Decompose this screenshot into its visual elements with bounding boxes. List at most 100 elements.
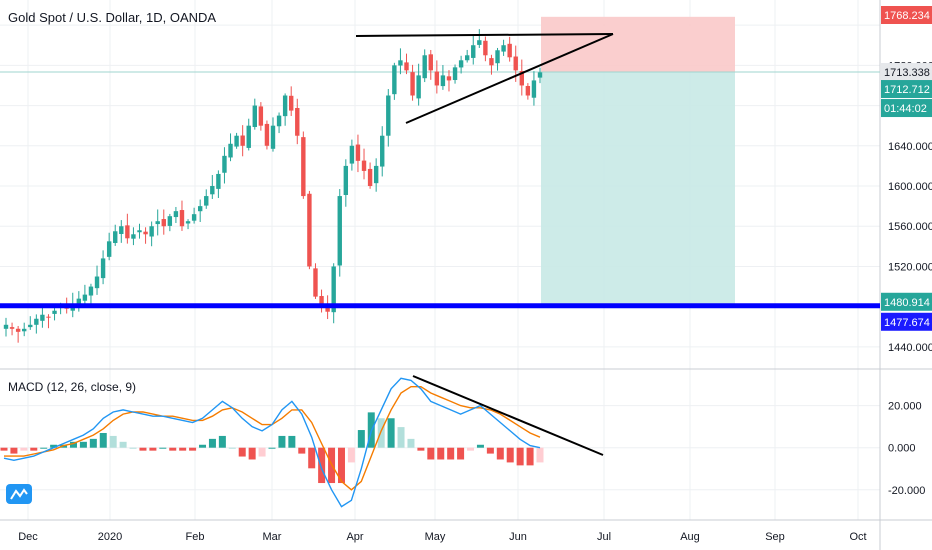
candle-body: [337, 196, 342, 266]
macd-histogram-bar: [139, 447, 147, 451]
candle-body: [222, 155, 227, 173]
candle-body: [270, 125, 276, 149]
candle-body: [464, 55, 470, 61]
candle-body: [295, 107, 300, 136]
candle-body: [252, 105, 257, 128]
candle-body: [179, 210, 185, 227]
time-axis-label: Jun: [509, 531, 527, 543]
macd-histogram-bar: [159, 447, 167, 449]
price-tag-support-level-bg: [881, 312, 932, 331]
candle-body: [331, 266, 336, 313]
candle-body: [319, 296, 324, 307]
candle-body: [106, 241, 112, 257]
macd-histogram-bar: [10, 447, 18, 454]
price-tag-last: 1712.712: [884, 84, 930, 96]
candle-body: [282, 95, 288, 117]
macd-histogram-bar: [298, 447, 306, 454]
macd-histogram-bar: [308, 447, 316, 469]
candle-body: [210, 186, 215, 195]
macd-histogram-bar: [169, 447, 177, 451]
macd-histogram-bar: [397, 427, 405, 448]
macd-histogram-bar: [427, 447, 435, 460]
candle-body: [197, 206, 203, 212]
candle-body: [501, 45, 506, 52]
macd-histogram-bar: [248, 447, 256, 460]
macd-histogram-bar: [208, 438, 216, 448]
macd-histogram-bar: [516, 447, 524, 466]
candle-body: [264, 123, 270, 146]
candle-body: [3, 324, 9, 329]
macd-histogram-bar: [89, 438, 97, 448]
candle-body: [289, 95, 294, 111]
macd-histogram-bar: [69, 441, 77, 448]
candle-body: [119, 226, 124, 234]
macd-histogram-bar: [189, 447, 197, 451]
candle-body: [240, 135, 245, 146]
candle-body: [398, 60, 403, 66]
macd-histogram-bar: [486, 447, 494, 454]
candle-body: [325, 306, 330, 312]
candle-body: [513, 56, 518, 71]
macd-histogram-bar: [417, 447, 425, 451]
price-axis-tick-label: 1440.000: [888, 342, 932, 354]
macd-histogram-bar: [268, 447, 276, 449]
rising-support-trendline: [405, 33, 614, 124]
macd-histogram-bar: [99, 432, 107, 448]
candle-body: [246, 125, 251, 148]
macd-histogram-bar: [318, 447, 326, 484]
macd-histogram-bar: [457, 447, 465, 460]
candle-body: [422, 55, 427, 79]
candle-body: [531, 80, 537, 98]
macd-histogram-bar: [377, 418, 385, 448]
price-tag-current: 1713.338: [884, 67, 930, 79]
candle-body: [143, 231, 148, 235]
candle-body: [234, 135, 239, 147]
candle-body: [446, 76, 452, 81]
macd-histogram-bar: [119, 441, 127, 448]
time-axis-label: Apr: [346, 531, 363, 543]
macd-divergence-trendline: [412, 375, 604, 456]
candle-body: [380, 135, 385, 167]
candle-body: [15, 328, 21, 332]
candle-body: [404, 62, 409, 71]
macd-histogram-bar: [407, 438, 415, 448]
time-axis-label: Mar: [263, 531, 282, 543]
candle-body: [301, 137, 306, 197]
candle-body: [343, 165, 349, 195]
macd-histogram-bar: [30, 447, 38, 451]
candle-body: [349, 145, 355, 164]
macd-histogram-bar: [387, 418, 395, 448]
macd-histogram-bar: [347, 447, 355, 463]
candle-body: [313, 268, 318, 297]
macd-histogram-bar: [437, 447, 445, 460]
macd-histogram-bar: [496, 447, 504, 460]
macd-histogram-bar: [50, 444, 58, 448]
candle-body: [28, 324, 33, 328]
candle-body: [100, 258, 106, 279]
candle-body: [258, 106, 264, 126]
candle-body: [228, 143, 233, 158]
candle-body: [367, 168, 373, 187]
candle-body: [113, 231, 118, 243]
candle-body: [373, 165, 379, 184]
macd-histogram-bar: [40, 447, 48, 449]
candle-body: [52, 310, 57, 314]
price-axis-tick-label: 1640.000: [888, 141, 932, 153]
candle-body: [392, 65, 397, 95]
macd-title: MACD (12, 26, close, 9): [8, 380, 137, 394]
candle-body: [9, 327, 15, 329]
candle-body: [34, 318, 39, 325]
time-axis-label: 2020: [98, 531, 122, 543]
time-axis-label: Feb: [186, 531, 205, 543]
price-tag-countdown: 01:44:02: [884, 103, 927, 115]
candle-body: [173, 211, 179, 218]
candle-body: [46, 316, 51, 318]
macd-histogram-bar: [228, 447, 236, 449]
macd-histogram-bar: [129, 447, 137, 449]
tradingview-logo-icon[interactable]: [6, 484, 32, 504]
candle-body: [40, 314, 45, 321]
price-tag-support: 1480.914: [884, 297, 930, 309]
candle-body: [307, 193, 312, 267]
candle-body: [361, 160, 367, 171]
